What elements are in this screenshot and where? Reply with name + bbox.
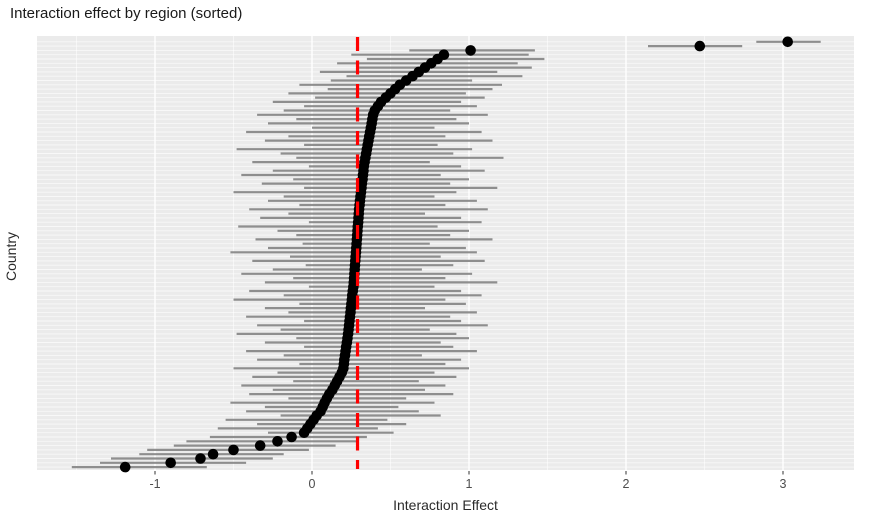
estimate-point <box>782 36 793 48</box>
estimate-point <box>694 40 706 52</box>
error-bars <box>71 40 821 469</box>
x-tick-label: -1 <box>149 477 160 491</box>
x-tick-label: 0 <box>309 477 316 491</box>
x-tick-label: 2 <box>623 477 630 491</box>
x-tick-label: 1 <box>466 477 473 491</box>
x-tick-label: 3 <box>780 477 787 491</box>
estimate-point <box>165 457 176 469</box>
estimate-point <box>254 440 266 451</box>
y-axis-title: Country <box>3 231 19 281</box>
estimate-point <box>286 431 297 443</box>
estimate-point <box>465 45 476 56</box>
estimate-point <box>195 453 206 464</box>
estimate-point <box>119 461 131 473</box>
x-axis-title: Interaction Effect <box>393 497 498 513</box>
chart-title: Interaction effect by region (sorted) <box>10 5 243 22</box>
estimate-point <box>272 436 283 447</box>
estimate-point <box>207 448 219 460</box>
estimate-point <box>298 427 310 439</box>
estimate-point <box>228 444 239 456</box>
x-axis-ticks: -1 0 1 2 3 <box>149 471 787 491</box>
